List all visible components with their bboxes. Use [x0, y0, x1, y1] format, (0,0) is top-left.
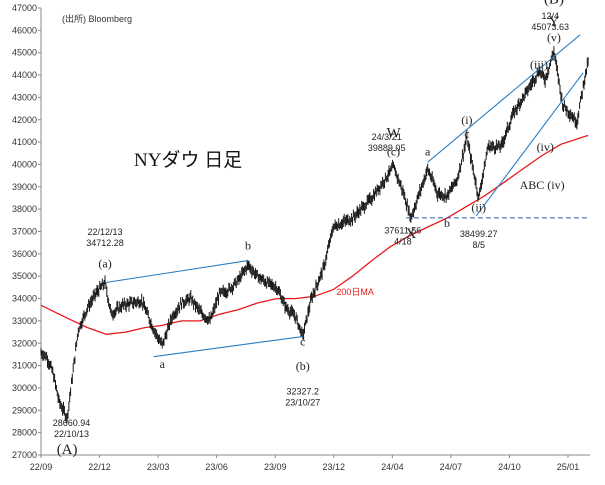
y-tick-label: 32000: [12, 338, 37, 348]
wave-label: (iv): [537, 140, 554, 154]
wave-label: c: [464, 127, 469, 141]
y-tick-label: 37000: [12, 227, 37, 237]
value-annotation: 22/12/13: [88, 227, 123, 237]
wave-label: (A): [57, 442, 78, 458]
trendline-layer: [104, 34, 590, 358]
y-axis: 27000 28000 29000 30000 31000 32000 33000 34000…: [12, 3, 42, 460]
wave-label: (iii): [530, 57, 548, 71]
source-note: (出所) Bloomberg: [62, 13, 132, 24]
x-tick-label: 23/06: [205, 462, 228, 472]
x-tick-label: 24/10: [498, 462, 521, 472]
wave-label: b: [245, 238, 251, 252]
value-annotation: 34712.28: [86, 238, 124, 248]
y-tick-label: 39000: [12, 182, 37, 192]
value-annotation: 24/3/21: [372, 132, 402, 142]
wave-label: (ii): [471, 200, 486, 214]
upper-channel-2: [427, 34, 581, 163]
y-tick-label: 35000: [12, 271, 37, 281]
y-tick-label: 33000: [12, 316, 37, 326]
value-annotation: 8/5: [472, 240, 485, 250]
y-tick-label: 27000: [12, 450, 37, 460]
y-tick-label: 44000: [12, 70, 37, 80]
x-tick-label: 22/09: [30, 462, 53, 472]
value-annotation: 32327.2: [286, 387, 319, 397]
upper-channel-1: [104, 260, 249, 284]
y-tick-label: 46000: [12, 25, 37, 35]
value-annotation: 22/10/13: [54, 429, 89, 439]
y-tick-label: 36000: [12, 249, 37, 259]
x-tick-label: 22/12: [88, 462, 111, 472]
value-annotation: 23/10/27: [285, 398, 320, 408]
y-tick-label: 41000: [12, 137, 37, 147]
x-tick-label: 23/09: [264, 462, 287, 472]
wave-label: Y: [549, 14, 560, 30]
y-tick-label: 34000: [12, 294, 37, 304]
wave-label: (B): [544, 0, 564, 8]
lower-channel-1: [153, 335, 303, 358]
ma-label: 200日MA: [336, 287, 374, 297]
chart-title: NYダウ 日足: [134, 149, 242, 171]
plot-area: [41, 8, 590, 455]
wave-label: b: [444, 216, 450, 230]
value-annotation: 28660.94: [53, 418, 91, 428]
value-annotation: 39889.05: [368, 143, 406, 153]
y-tick-label: 30000: [12, 383, 37, 393]
wave-label: W: [386, 126, 401, 142]
x-tick-label: 25/01: [557, 462, 580, 472]
wave-label: c: [300, 334, 305, 348]
y-tick-label: 40000: [12, 159, 37, 169]
wave-label: (a): [98, 256, 111, 270]
y-tick-label: 47000: [12, 3, 37, 13]
wave-label: X: [406, 226, 417, 242]
price-layer: [40, 46, 589, 423]
y-tick-label: 43000: [12, 92, 37, 102]
y-tick-label: 31000: [12, 361, 37, 371]
x-tick-label: 23/03: [147, 462, 170, 472]
value-annotation: 37611.56: [384, 226, 421, 236]
wave-label: (b): [296, 359, 310, 373]
x-tick-label: 24/07: [440, 462, 463, 472]
value-annotation: 12/4: [541, 11, 559, 21]
y-tick-label: 45000: [12, 48, 37, 58]
y-tick-label: 29000: [12, 405, 37, 415]
x-axis: 22/09 22/12 23/03 23/06 23/09 23/12 24/04 24/07…: [30, 454, 590, 472]
x-tick-label: 24/04: [381, 462, 404, 472]
wave-label: ABC (iv): [520, 178, 565, 192]
lower-channel-2: [475, 72, 584, 217]
value-annotation: 45073.63: [531, 22, 569, 32]
x-tick-label: 23/12: [323, 462, 346, 472]
wave-label: (v): [547, 31, 561, 45]
y-tick-label: 28000: [12, 428, 37, 438]
wave-label: a: [425, 145, 431, 159]
wave-label: (c): [387, 145, 400, 159]
label-layer: (A)(a)abc(b)W(c)Xab(i)c(ii)(iii)(iv)(v)(…: [53, 0, 569, 458]
y-tick-label: 42000: [12, 115, 37, 125]
wave-label: (i): [461, 113, 472, 127]
value-annotation: 4/18: [394, 237, 412, 247]
y-tick-label: 38000: [12, 204, 37, 214]
wave-label: a: [160, 357, 166, 371]
value-annotation: 38499.27: [460, 229, 498, 239]
